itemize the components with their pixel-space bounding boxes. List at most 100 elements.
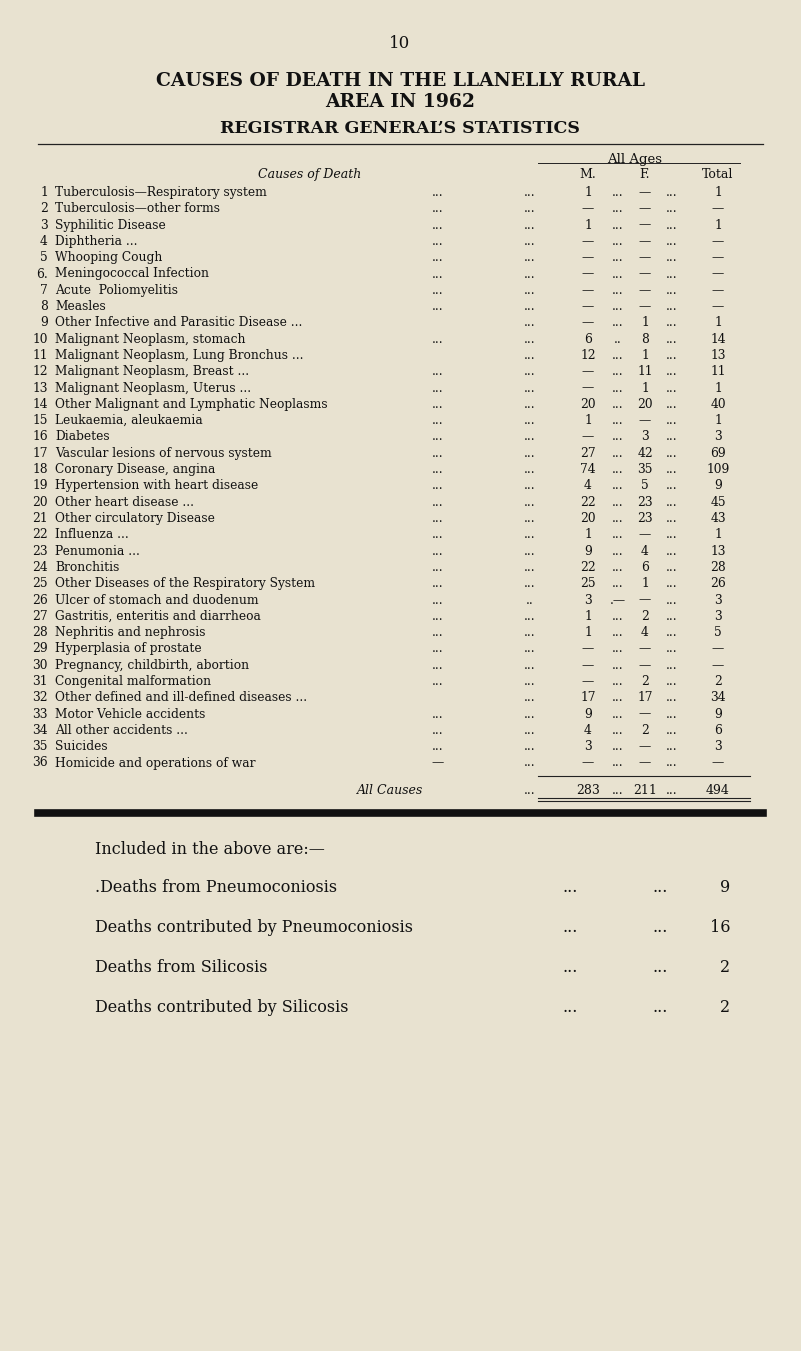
Text: 29: 29 — [32, 642, 48, 655]
Text: ...: ... — [612, 300, 624, 313]
Text: ...: ... — [652, 998, 668, 1016]
Text: 7: 7 — [40, 284, 48, 297]
Text: ...: ... — [612, 267, 624, 281]
Text: ...: ... — [524, 431, 536, 443]
Text: 283: 283 — [576, 784, 600, 797]
Text: Suicides: Suicides — [55, 740, 107, 754]
Text: ...: ... — [433, 724, 444, 736]
Text: ...: ... — [612, 609, 624, 623]
Text: ...: ... — [652, 959, 668, 975]
Text: 4: 4 — [40, 235, 48, 247]
Text: ...: ... — [666, 626, 678, 639]
Text: —: — — [639, 659, 651, 671]
Text: ...: ... — [666, 708, 678, 720]
Text: ...: ... — [612, 724, 624, 736]
Text: 3: 3 — [714, 431, 722, 443]
Text: ..: .. — [526, 593, 534, 607]
Text: 26: 26 — [32, 593, 48, 607]
Text: 6.: 6. — [36, 267, 48, 281]
Text: ...: ... — [612, 757, 624, 770]
Text: 17: 17 — [33, 447, 48, 459]
Text: ...: ... — [433, 447, 444, 459]
Text: ...: ... — [666, 186, 678, 199]
Text: 10: 10 — [33, 332, 48, 346]
Text: ...: ... — [612, 349, 624, 362]
Text: 33: 33 — [33, 708, 48, 720]
Text: —: — — [582, 365, 594, 378]
Text: ...: ... — [433, 431, 444, 443]
Text: ...: ... — [433, 203, 444, 215]
Text: 28: 28 — [710, 561, 726, 574]
Text: 13: 13 — [33, 381, 48, 394]
Text: 25: 25 — [580, 577, 596, 590]
Text: 17: 17 — [580, 692, 596, 704]
Text: ...: ... — [433, 332, 444, 346]
Text: 1: 1 — [641, 381, 649, 394]
Text: Deaths from Silicosis: Deaths from Silicosis — [95, 959, 268, 975]
Text: ...: ... — [612, 512, 624, 526]
Text: ...: ... — [524, 365, 536, 378]
Text: ...: ... — [612, 528, 624, 542]
Text: ...: ... — [433, 300, 444, 313]
Text: ...: ... — [524, 235, 536, 247]
Text: Gastritis, enteritis and diarrheoa: Gastritis, enteritis and diarrheoa — [55, 609, 261, 623]
Text: —: — — [582, 381, 594, 394]
Text: 27: 27 — [580, 447, 596, 459]
Text: ...: ... — [433, 676, 444, 688]
Text: ...: ... — [524, 267, 536, 281]
Text: ...: ... — [524, 316, 536, 330]
Text: All Ages: All Ages — [607, 153, 662, 166]
Text: —: — — [582, 316, 594, 330]
Text: Other circulatory Disease: Other circulatory Disease — [55, 512, 215, 526]
Text: ...: ... — [562, 998, 578, 1016]
Text: 1: 1 — [714, 316, 722, 330]
Text: 17: 17 — [638, 692, 653, 704]
Text: 34: 34 — [32, 724, 48, 736]
Text: —: — — [639, 235, 651, 247]
Text: ...: ... — [524, 642, 536, 655]
Text: Bronchitis: Bronchitis — [55, 561, 119, 574]
Text: ...: ... — [433, 267, 444, 281]
Text: 1: 1 — [714, 528, 722, 542]
Text: 34: 34 — [710, 692, 726, 704]
Text: 11: 11 — [33, 349, 48, 362]
Text: Motor Vehicle accidents: Motor Vehicle accidents — [55, 708, 205, 720]
Text: ...: ... — [612, 203, 624, 215]
Text: 43: 43 — [710, 512, 726, 526]
Text: ...: ... — [433, 219, 444, 231]
Text: ...: ... — [524, 415, 536, 427]
Text: Malignant Neoplasm, stomach: Malignant Neoplasm, stomach — [55, 332, 245, 346]
Text: 211: 211 — [633, 784, 657, 797]
Text: 14: 14 — [710, 332, 726, 346]
Text: 2: 2 — [720, 998, 730, 1016]
Text: Malignant Neoplasm, Lung Bronchus ...: Malignant Neoplasm, Lung Bronchus ... — [55, 349, 304, 362]
Text: ...: ... — [666, 609, 678, 623]
Text: ...: ... — [524, 284, 536, 297]
Text: 27: 27 — [32, 609, 48, 623]
Text: ...: ... — [666, 219, 678, 231]
Text: ...: ... — [562, 919, 578, 936]
Text: ...: ... — [562, 959, 578, 975]
Text: 19: 19 — [32, 480, 48, 492]
Text: ...: ... — [433, 496, 444, 509]
Text: —: — — [582, 267, 594, 281]
Text: ...: ... — [612, 496, 624, 509]
Text: 9: 9 — [720, 878, 730, 896]
Text: ...: ... — [524, 740, 536, 754]
Text: ...: ... — [433, 463, 444, 476]
Text: ...: ... — [524, 203, 536, 215]
Text: 9: 9 — [584, 544, 592, 558]
Text: 18: 18 — [32, 463, 48, 476]
Text: 109: 109 — [706, 463, 730, 476]
Text: ...: ... — [612, 642, 624, 655]
Text: ...: ... — [433, 659, 444, 671]
Text: ...: ... — [666, 399, 678, 411]
Text: —: — — [712, 267, 724, 281]
Text: 8: 8 — [40, 300, 48, 313]
Text: —: — — [712, 300, 724, 313]
Text: ...: ... — [666, 676, 678, 688]
Text: Other Diseases of the Respiratory System: Other Diseases of the Respiratory System — [55, 577, 315, 590]
Text: ...: ... — [524, 251, 536, 265]
Text: ...: ... — [433, 577, 444, 590]
Text: ...: ... — [433, 561, 444, 574]
